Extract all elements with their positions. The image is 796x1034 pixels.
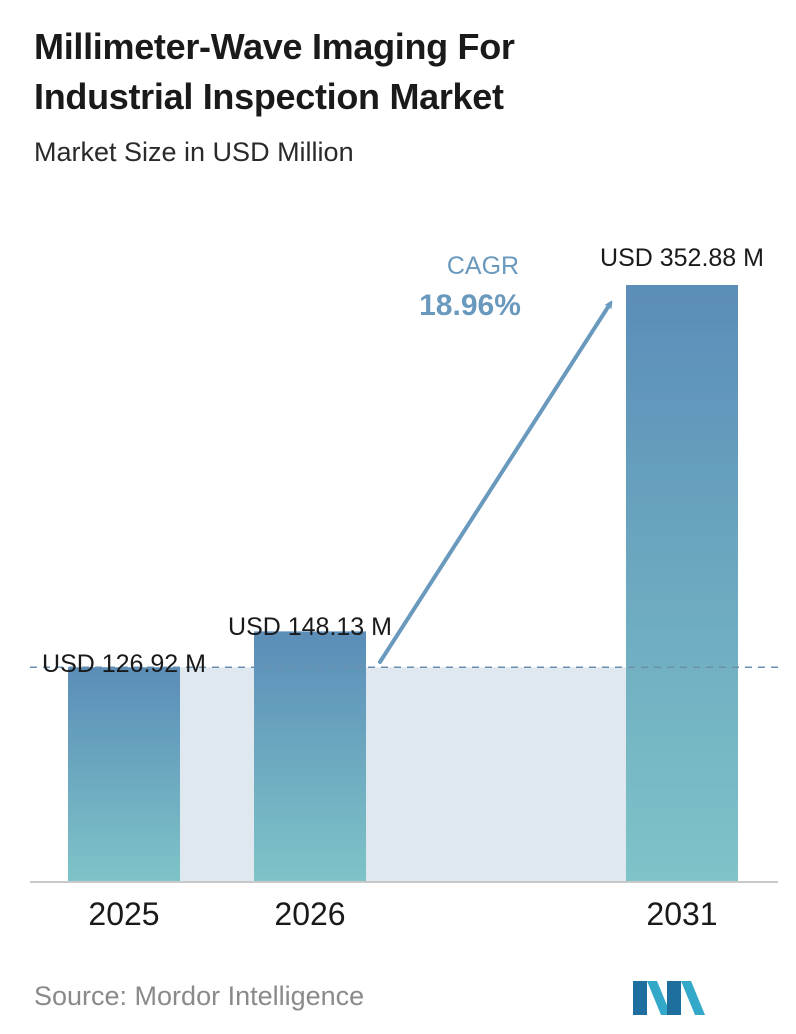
chart-title-line-1: Millimeter-Wave Imaging For (34, 26, 515, 67)
x-tick-label-2026: 2026 (274, 896, 345, 932)
mordor-intelligence-logo-icon (633, 981, 705, 1015)
chart-title-line-2: Industrial Inspection Market (34, 76, 504, 117)
bar-2031 (626, 285, 738, 882)
chart-subtitle: Market Size in USD Million (34, 137, 354, 167)
cagr-arrow (378, 300, 613, 664)
bar-2025 (68, 667, 180, 882)
cagr-value: 18.96% (419, 289, 521, 322)
x-tick-label-2031: 2031 (646, 896, 717, 932)
cagr-label: CAGR (447, 252, 519, 280)
data-label-2031: USD 352.88 M (600, 244, 764, 272)
data-label-2026: USD 148.13 M (228, 613, 392, 641)
chart-title: Millimeter-Wave Imaging For Industrial I… (34, 22, 774, 122)
bar-2026 (254, 631, 366, 882)
x-tick-label-2025: 2025 (88, 896, 159, 932)
data-label-2025: USD 126.92 M (42, 650, 206, 678)
source-note: Source: Mordor Intelligence (34, 981, 365, 1011)
